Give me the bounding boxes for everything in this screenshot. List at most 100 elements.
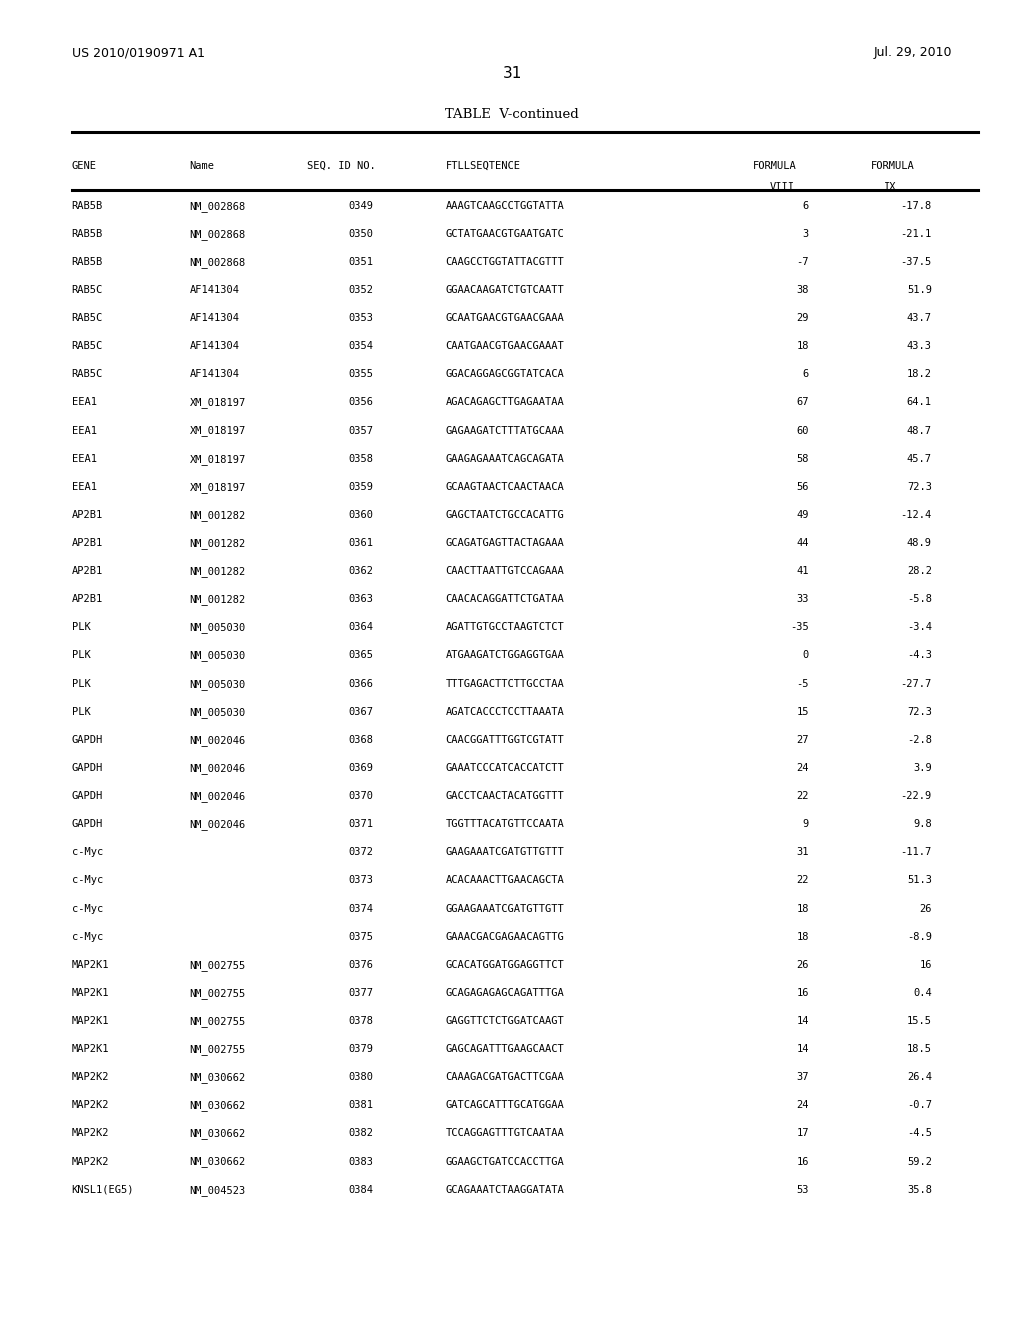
Text: 0377: 0377	[348, 987, 373, 998]
Text: GAGGTTCTCTGGATCAAGT: GAGGTTCTCTGGATCAAGT	[445, 1016, 564, 1026]
Text: -11.7: -11.7	[900, 847, 932, 857]
Text: AP2B1: AP2B1	[72, 510, 103, 520]
Text: 0366: 0366	[348, 678, 373, 689]
Text: FORMULA: FORMULA	[753, 161, 797, 172]
Text: 0353: 0353	[348, 313, 373, 323]
Text: 0350: 0350	[348, 228, 373, 239]
Text: 31: 31	[503, 66, 521, 81]
Text: c-Myc: c-Myc	[72, 932, 103, 941]
Text: 64.1: 64.1	[907, 397, 932, 408]
Text: NM_002868: NM_002868	[189, 228, 246, 240]
Text: NM_005030: NM_005030	[189, 706, 246, 718]
Text: CAACTTAATTGTCCAGAAA: CAACTTAATTGTCCAGAAA	[445, 566, 564, 576]
Text: 3.9: 3.9	[913, 763, 932, 774]
Text: RAB5B: RAB5B	[72, 257, 103, 267]
Text: NM_001282: NM_001282	[189, 539, 246, 549]
Text: 0382: 0382	[348, 1129, 373, 1138]
Text: TABLE  V-continued: TABLE V-continued	[445, 108, 579, 121]
Text: NM_002755: NM_002755	[189, 1016, 246, 1027]
Text: FORMULA: FORMULA	[870, 161, 914, 172]
Text: GAAGAGAAATCAGCAGATA: GAAGAGAAATCAGCAGATA	[445, 454, 564, 463]
Text: PLK: PLK	[72, 651, 90, 660]
Text: NM_005030: NM_005030	[189, 678, 246, 689]
Text: 0355: 0355	[348, 370, 373, 379]
Text: 59.2: 59.2	[907, 1156, 932, 1167]
Text: 43.7: 43.7	[907, 313, 932, 323]
Text: 0380: 0380	[348, 1072, 373, 1082]
Text: EEA1: EEA1	[72, 397, 96, 408]
Text: AF141304: AF141304	[189, 285, 240, 294]
Text: -27.7: -27.7	[900, 678, 932, 689]
Text: c-Myc: c-Myc	[72, 875, 103, 886]
Text: GAPDH: GAPDH	[72, 820, 103, 829]
Text: MAP2K1: MAP2K1	[72, 1044, 110, 1055]
Text: GENE: GENE	[72, 161, 96, 172]
Text: 6: 6	[803, 201, 809, 211]
Text: NM_002046: NM_002046	[189, 820, 246, 830]
Text: EEA1: EEA1	[72, 454, 96, 463]
Text: 0376: 0376	[348, 960, 373, 970]
Text: TTTGAGACTTCTTGCCTAA: TTTGAGACTTCTTGCCTAA	[445, 678, 564, 689]
Text: 0374: 0374	[348, 903, 373, 913]
Text: FTLLSEQTENCE: FTLLSEQTENCE	[445, 161, 520, 172]
Text: 0357: 0357	[348, 425, 373, 436]
Text: AP2B1: AP2B1	[72, 566, 103, 576]
Text: TGGTTTACATGTTCCAATA: TGGTTTACATGTTCCAATA	[445, 820, 564, 829]
Text: CAACGGATTTGGTCGTATT: CAACGGATTTGGTCGTATT	[445, 735, 564, 744]
Text: NM_001282: NM_001282	[189, 594, 246, 605]
Text: RAB5C: RAB5C	[72, 285, 103, 294]
Text: XM_018197: XM_018197	[189, 454, 246, 465]
Text: AF141304: AF141304	[189, 370, 240, 379]
Text: 0368: 0368	[348, 735, 373, 744]
Text: CAATGAACGTGAACGAAAT: CAATGAACGTGAACGAAAT	[445, 342, 564, 351]
Text: NM_002868: NM_002868	[189, 201, 246, 211]
Text: 41: 41	[797, 566, 809, 576]
Text: MAP2K2: MAP2K2	[72, 1072, 110, 1082]
Text: NM_002755: NM_002755	[189, 1044, 246, 1055]
Text: 0363: 0363	[348, 594, 373, 605]
Text: 3: 3	[803, 228, 809, 239]
Text: RAB5B: RAB5B	[72, 228, 103, 239]
Text: NM_004523: NM_004523	[189, 1185, 246, 1196]
Text: IX: IX	[884, 182, 896, 193]
Text: 48.9: 48.9	[907, 539, 932, 548]
Text: 18.2: 18.2	[907, 370, 932, 379]
Text: 60: 60	[797, 425, 809, 436]
Text: MAP2K1: MAP2K1	[72, 1016, 110, 1026]
Text: KNSL1(EG5): KNSL1(EG5)	[72, 1185, 134, 1195]
Text: 0369: 0369	[348, 763, 373, 774]
Text: 9: 9	[803, 820, 809, 829]
Text: 0356: 0356	[348, 397, 373, 408]
Text: 51.9: 51.9	[907, 285, 932, 294]
Text: GGACAGGAGCGGTATCACA: GGACAGGAGCGGTATCACA	[445, 370, 564, 379]
Text: GGAAGAAATCGATGTTGTT: GGAAGAAATCGATGTTGTT	[445, 903, 564, 913]
Text: 28.2: 28.2	[907, 566, 932, 576]
Text: MAP2K2: MAP2K2	[72, 1101, 110, 1110]
Text: GGAACAAGATCTGTCAATT: GGAACAAGATCTGTCAATT	[445, 285, 564, 294]
Text: MAP2K1: MAP2K1	[72, 987, 110, 998]
Text: NM_030662: NM_030662	[189, 1156, 246, 1167]
Text: 0359: 0359	[348, 482, 373, 492]
Text: GAGAAGATCTТTATGCAAA: GAGAAGATCTТTATGCAAA	[445, 425, 564, 436]
Text: GCAAGTAACTCAACTAACA: GCAAGTAACTCAACTAACA	[445, 482, 564, 492]
Text: -35: -35	[791, 623, 809, 632]
Text: 51.3: 51.3	[907, 875, 932, 886]
Text: Name: Name	[189, 161, 214, 172]
Text: GAAATCCCATCACCATCTT: GAAATCCCATCACCATCTT	[445, 763, 564, 774]
Text: -0.7: -0.7	[907, 1101, 932, 1110]
Text: 26: 26	[920, 903, 932, 913]
Text: -4.5: -4.5	[907, 1129, 932, 1138]
Text: CAACACAGGATTCTGATAA: CAACACAGGATTCTGATAA	[445, 594, 564, 605]
Text: PLK: PLK	[72, 623, 90, 632]
Text: ACACAAACTTGAACAGCTA: ACACAAACTTGAACAGCTA	[445, 875, 564, 886]
Text: 72.3: 72.3	[907, 706, 932, 717]
Text: MAP2K2: MAP2K2	[72, 1156, 110, 1167]
Text: MAP2K1: MAP2K1	[72, 960, 110, 970]
Text: NM_001282: NM_001282	[189, 566, 246, 577]
Text: CAAAGACGATGACTTCGAA: CAAAGACGATGACTTCGAA	[445, 1072, 564, 1082]
Text: 0370: 0370	[348, 791, 373, 801]
Text: 37: 37	[797, 1072, 809, 1082]
Text: 0381: 0381	[348, 1101, 373, 1110]
Text: GCAGAGAGAGCAGATTTGA: GCAGAGAGAGCAGATTTGA	[445, 987, 564, 998]
Text: NM_030662: NM_030662	[189, 1072, 246, 1084]
